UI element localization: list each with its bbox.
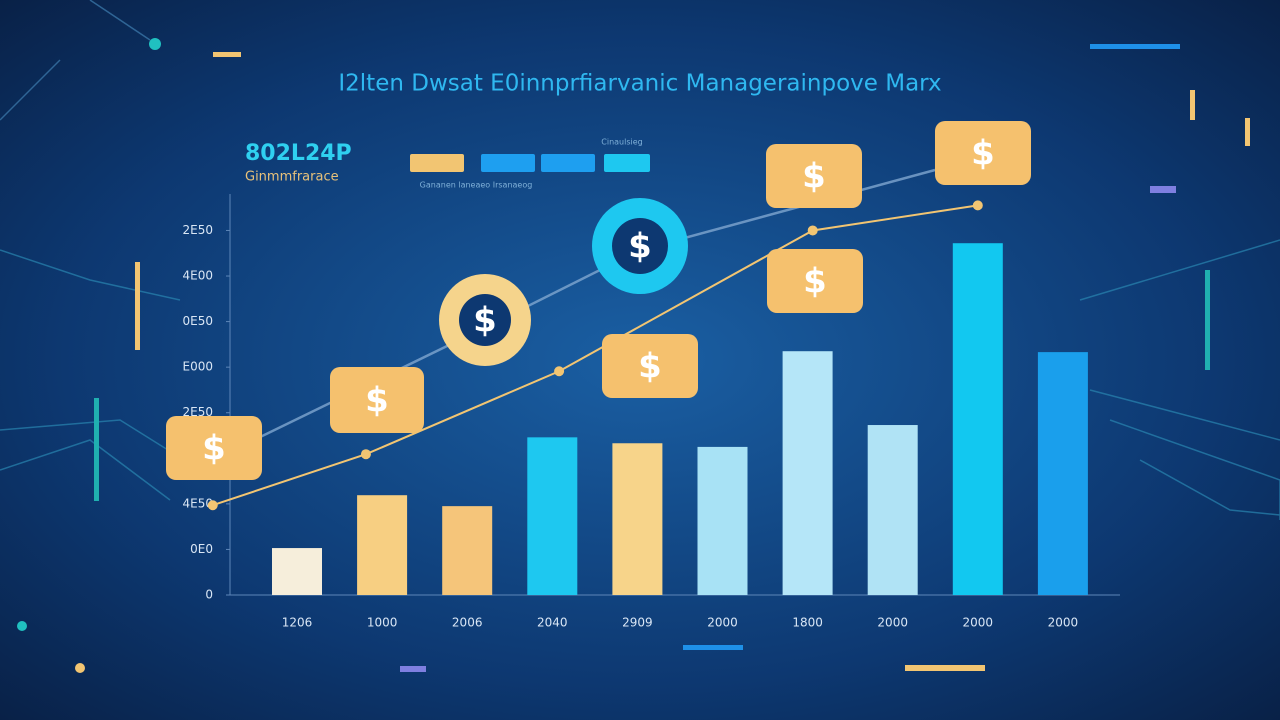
line-point: [360, 449, 371, 460]
badge: [602, 334, 698, 398]
badge: [166, 416, 262, 480]
badge-symbol: $: [802, 157, 826, 197]
x-tick-label: 2000: [877, 616, 908, 630]
line-point: [207, 500, 218, 511]
bar: [357, 495, 408, 595]
y-tick-label: 0E50: [183, 314, 214, 328]
x-tick-label: 2000: [963, 616, 994, 630]
badge: [330, 367, 424, 433]
decor-marks: [17, 38, 1250, 673]
badge-symbol: $: [628, 227, 652, 267]
bar: [952, 243, 1003, 596]
badge-symbol: $: [365, 381, 389, 421]
y-tick-label: E000: [183, 360, 214, 374]
badges: $ $ $ $ $ $ $ $: [166, 121, 1031, 480]
badge: [459, 294, 511, 346]
y-tick-label: 2E50: [183, 223, 214, 237]
legend-caption: Cinaulsieg: [601, 138, 642, 147]
badge: [766, 144, 862, 208]
bar: [782, 351, 833, 595]
line-point: [807, 225, 818, 236]
bar: [612, 443, 663, 595]
x-tick-label: 1800: [792, 616, 823, 630]
badge-symbol: $: [473, 301, 497, 341]
badge-symbol: $: [803, 262, 827, 302]
badge-symbol: $: [638, 347, 662, 387]
badge-symbol: $: [971, 134, 995, 174]
bar: [697, 446, 748, 595]
legend-swatch: [541, 154, 595, 172]
line-point: [972, 200, 983, 211]
bar: [867, 425, 918, 595]
legend-swatch: [604, 154, 650, 172]
x-tick-label: 2006: [452, 616, 483, 630]
badge: [935, 121, 1031, 185]
chart-title: I2lten Dwsat E0innprfiarvanic Managerain…: [338, 71, 941, 97]
badge: [767, 249, 863, 313]
badge: [612, 218, 668, 274]
bar: [272, 548, 322, 595]
bar: [527, 437, 578, 595]
y-tick-label: 0E0: [190, 542, 213, 556]
legend-note: Gananen laneaeo Irsanaeog: [420, 181, 533, 190]
legend-swatch: [410, 154, 464, 172]
bar: [442, 506, 493, 595]
decor-lines: [0, 0, 1280, 520]
kpi-value: 802L24P: [245, 141, 352, 166]
y-tick-label: 0: [205, 588, 213, 602]
kpi-label: Ginmmfrarace: [245, 170, 339, 185]
x-tick-label: 1000: [367, 616, 398, 630]
line-point: [554, 366, 565, 377]
x-tick-label: 1206: [282, 616, 313, 630]
x-tick-label: 2000: [707, 616, 738, 630]
bar: [1037, 352, 1088, 595]
y-tick-label: 4E00: [183, 269, 214, 283]
x-tick-label: 2040: [537, 616, 568, 630]
legend-swatch: [481, 154, 535, 172]
x-tick-label: 2000: [1048, 616, 1079, 630]
legend: [410, 154, 650, 172]
y-tick-label: 2E50: [183, 405, 214, 419]
badge-symbol: $: [202, 429, 226, 469]
y-tick-label: 4E50: [183, 496, 214, 510]
x-tick-label: 2909: [622, 616, 653, 630]
